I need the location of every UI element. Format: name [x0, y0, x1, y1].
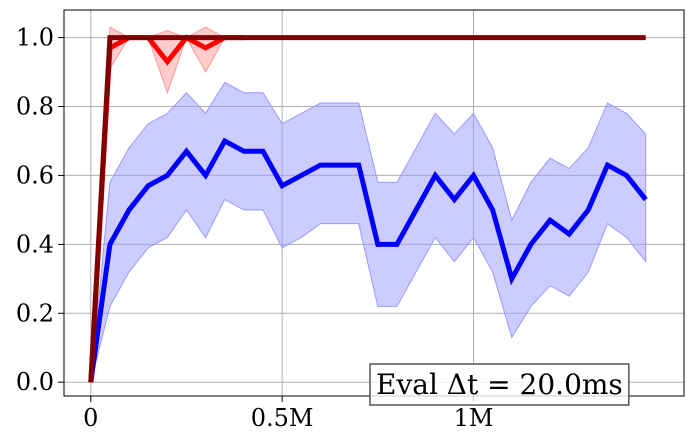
y-tick-label: 0.4	[16, 230, 54, 258]
annotation-text: Eval Δt = 20.0ms	[376, 368, 623, 401]
y-tick-label: 0.8	[16, 93, 54, 121]
axis-ticks: 0.0 0.2 0.4 0.6 0.8 1.0 0 0.5M 1M	[16, 24, 494, 432]
annotation-frame	[369, 363, 630, 406]
y-tick-label: 1.0	[16, 24, 54, 52]
x-tick-label: 0.5M	[251, 404, 314, 432]
y-tick-label: 0.2	[16, 299, 54, 327]
y-tick-label: 0.0	[16, 368, 54, 396]
series-lines	[88, 34, 648, 383]
x-tick-label: 0	[83, 404, 98, 432]
annotation-box: Eval Δt = 20.0ms	[369, 363, 630, 406]
series-0-line	[88, 137, 648, 383]
y-tick-label: 0.6	[16, 161, 54, 189]
series-1-line	[88, 34, 244, 383]
series-0-band	[90, 81, 647, 383]
series-2-line	[88, 35, 646, 383]
x-tick-label: 1M	[454, 404, 494, 432]
